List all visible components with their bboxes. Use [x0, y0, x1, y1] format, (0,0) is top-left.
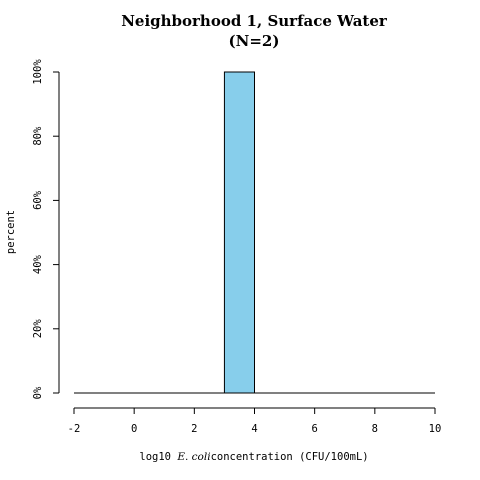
- x-axis: -2 0 2 4 6 8 10: [68, 407, 442, 435]
- y-tick-label: 60%: [32, 190, 44, 210]
- chart-subtitle: (N=2): [229, 32, 280, 50]
- x-tick-label: 4: [251, 423, 257, 435]
- x-axis-label-prefix: log10: [139, 451, 177, 463]
- x-tick-label: 10: [429, 423, 442, 435]
- x-axis-label-suffix: concentration (CFU/100mL): [211, 451, 369, 463]
- y-axis: 0% 20% 40% 60% 80% 100%: [32, 59, 60, 399]
- x-tick-label: -2: [68, 423, 81, 435]
- plot-area: [74, 71, 435, 394]
- histogram-bar: [223, 71, 256, 394]
- x-tick-label: 0: [131, 423, 137, 435]
- y-tick-label: 40%: [32, 254, 44, 274]
- y-axis-label: percent: [5, 210, 17, 254]
- x-axis-label-italic: E. coli: [176, 451, 210, 463]
- y-tick-label: 0%: [32, 386, 44, 399]
- y-tick-label: 100%: [32, 59, 44, 85]
- chart-title: Neighborhood 1, Surface Water: [121, 12, 388, 30]
- y-tick-label: 80%: [32, 126, 44, 146]
- x-axis-label: log10 E. coliconcentration (CFU/100mL): [139, 451, 368, 463]
- x-tick-label: 8: [372, 423, 378, 435]
- y-tick-label: 20%: [32, 319, 44, 339]
- x-tick-label: 2: [191, 423, 197, 435]
- x-tick-label: 6: [312, 423, 318, 435]
